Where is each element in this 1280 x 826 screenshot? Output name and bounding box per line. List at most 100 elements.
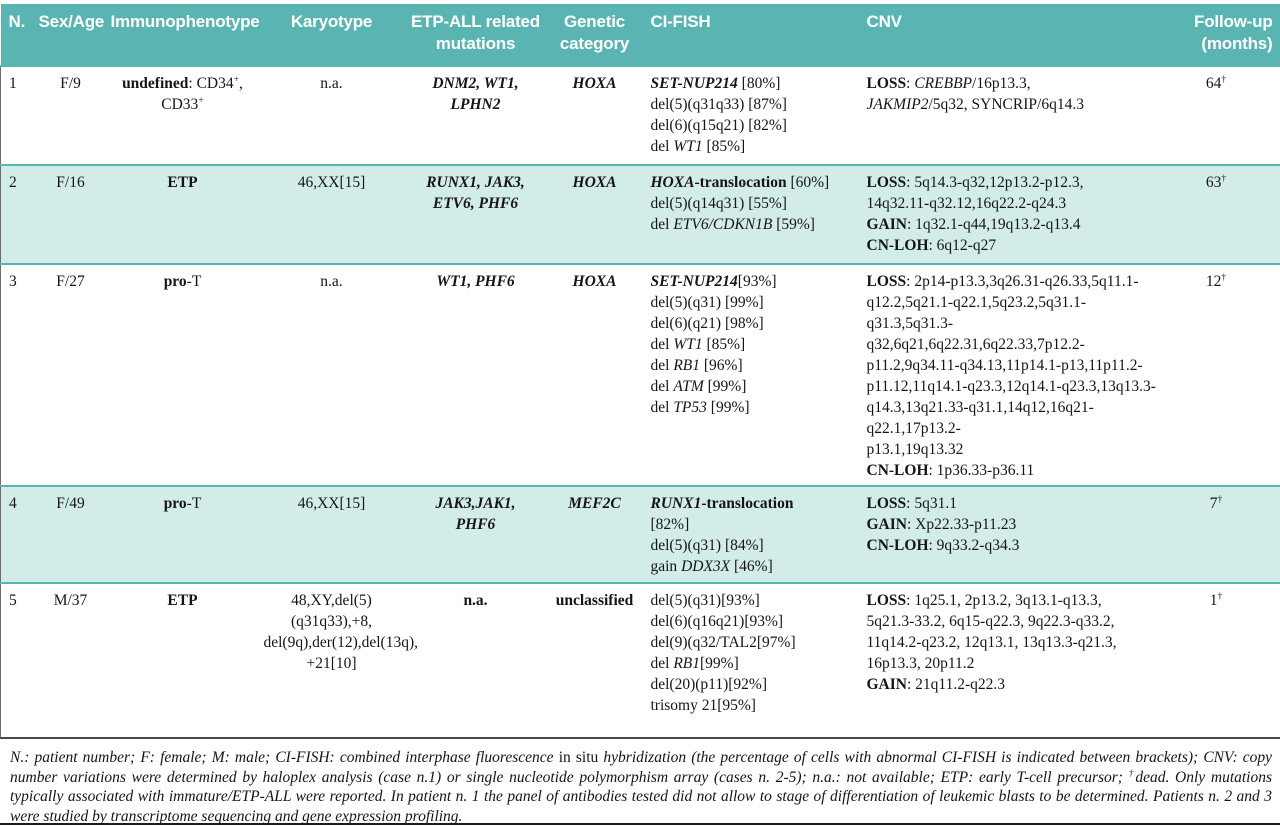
- cell-immunophenotype: undefined: CD34+,CD33+: [107, 66, 259, 165]
- text-line: HOXA: [552, 73, 638, 94]
- text-segment: JAKMIP2: [867, 96, 929, 113]
- text-segment: gain: [651, 558, 682, 575]
- cell-ci-fish: SET-NUP214[93%]del(5)(q31) [99%]del(6)(q…: [643, 264, 859, 486]
- cell-ci-fish: HOXA-translocation [60%]del(5)(q14q31) […: [643, 165, 859, 264]
- text-segment: TP53: [673, 399, 707, 416]
- text-segment: †: [1221, 272, 1226, 283]
- text-line: 1: [9, 73, 30, 94]
- table-header: N. Sex/Age Immunophenotype Karyotype ETP…: [1, 4, 1280, 66]
- cell-genetic-category: MEF2C: [547, 486, 643, 583]
- header-cell-mutations: ETP-ALL related mutations: [405, 4, 547, 66]
- cell-ci-fish: del(5)(q31)[93%]del(6)(q16q21)[93%]del(9…: [643, 583, 859, 737]
- text-segment: 64: [1206, 75, 1222, 92]
- text-segment: del(5)(q31q33) [87%]: [651, 96, 787, 113]
- text-segment: del(20)(p11)[92%]: [651, 676, 768, 693]
- text-line: 1†: [1180, 590, 1253, 611]
- text-segment: del(6)(q15q21) [82%]: [651, 117, 787, 134]
- text-segment: : 5q14.3-q32,12p13.2-p12.3,: [906, 174, 1083, 191]
- text-segment: †: [1217, 591, 1222, 602]
- text-line: ETP: [112, 590, 254, 611]
- text-line: M/37: [40, 590, 102, 611]
- text-segment: [60%]: [787, 174, 830, 191]
- text-segment: pro: [164, 495, 187, 512]
- text-segment: DNM2, WT1,: [432, 75, 518, 92]
- text-line: (q31q33),+8,: [264, 611, 400, 632]
- text-segment: RUNX1: [651, 495, 702, 512]
- cell-n: 2: [1, 165, 35, 264]
- text-line: 5: [9, 590, 30, 611]
- text-segment: : 1q32.1-q44,19q13.2-q13.4: [907, 216, 1081, 233]
- cell-karyotype: n.a.: [259, 264, 405, 486]
- text-line: 16p13.3, 20p11.2: [867, 653, 1168, 674]
- text-line: gain DDX3X [46%]: [651, 556, 852, 577]
- cell-karyotype: 46,XX[15]: [259, 486, 405, 583]
- text-segment: trisomy 21[95%]: [651, 697, 756, 714]
- text-line: del WT1 [85%]: [651, 136, 852, 157]
- text-segment: JAK3,JAK1,: [435, 495, 515, 512]
- header-cell-n: N.: [1, 4, 35, 66]
- cell-mutations: WT1, PHF6: [405, 264, 547, 486]
- text-line: RUNX1, JAK3,: [410, 172, 542, 193]
- text-line: undefined: CD34+,: [112, 73, 254, 94]
- cell-mutations: JAK3,JAK1, PHF6: [405, 486, 547, 583]
- text-segment: WT1, PHF6: [436, 273, 514, 290]
- text-line: pro-T: [112, 271, 254, 292]
- text-segment: CN-LOH: [867, 537, 929, 554]
- text-line: del(5)(q31) [84%]: [651, 535, 852, 556]
- text-segment: /16p13.3,: [972, 75, 1031, 92]
- text-line: del ATM [99%]: [651, 376, 852, 397]
- text-segment: 1: [9, 75, 17, 92]
- text-segment: ETP: [167, 174, 197, 191]
- text-line: del ETV6/CDKN1B [59%]: [651, 214, 852, 235]
- text-segment: GAIN: [867, 516, 907, 533]
- text-segment: [99%]: [707, 399, 750, 416]
- text-line: del TP53 [99%]: [651, 397, 852, 418]
- text-segment: : 5q31.1: [906, 495, 957, 512]
- text-segment: n.a.: [463, 592, 487, 609]
- text-line: 14q32.11-q32.12,16q22.2-q24.3: [867, 193, 1168, 214]
- text-line: PHF6: [410, 514, 542, 535]
- text-segment: +: [198, 95, 203, 106]
- text-line: del(5)(q31) [99%]: [651, 292, 852, 313]
- cell-sex-age: F/16: [35, 165, 107, 264]
- patient-genetics-table: N. Sex/Age Immunophenotype Karyotype ETP…: [0, 4, 1280, 737]
- text-line: LOSS: 2p14-p13.3,3q26.31-q26.33,5q11.1-: [867, 271, 1168, 292]
- text-segment: del: [651, 357, 674, 374]
- text-segment: ,: [239, 75, 243, 92]
- text-line: +21[10]: [264, 653, 400, 674]
- text-segment: [96%]: [700, 357, 743, 374]
- cell-genetic-category: HOXA: [547, 165, 643, 264]
- text-segment: WT1: [673, 138, 702, 155]
- text-segment: N.: patient number; F: female; M: male; …: [10, 749, 559, 766]
- table-row-patient-5: 5 M/37 ETP 48,XY,del(5)(q31q33),+8,del(9…: [1, 583, 1280, 737]
- text-line: 63†: [1180, 172, 1253, 193]
- text-segment: RB1: [673, 357, 700, 374]
- text-segment: LOSS: [867, 495, 907, 512]
- text-segment: F/16: [56, 174, 84, 191]
- text-segment: del(9q),der(12),del(13q),: [264, 634, 419, 651]
- header-cell-genetic-category: Genetic category: [547, 4, 643, 66]
- text-line: del(6)(q15q21) [82%]: [651, 115, 852, 136]
- text-segment: †: [1221, 74, 1226, 85]
- text-line: [82%]: [651, 514, 852, 535]
- text-segment: pro: [164, 273, 187, 290]
- text-line: q31.3,5q31.3-q32,6q21,6q22.31,6q22.33,7p…: [867, 313, 1168, 355]
- cell-sex-age: M/37: [35, 583, 107, 737]
- text-line: RUNX1-translocation: [651, 493, 852, 514]
- text-segment: undefined: [122, 75, 188, 92]
- text-segment: : 6q12-q27: [929, 237, 997, 254]
- cell-genetic-category: HOXA: [547, 66, 643, 165]
- text-segment: del: [651, 336, 674, 353]
- header-cell-karyotype: Karyotype: [259, 4, 405, 66]
- cell-cnv: LOSS: 1q25.1, 2p13.2, 3q13.1-q13.3,5q21.…: [859, 583, 1175, 737]
- text-segment: : 9q33.2-q34.3: [929, 537, 1020, 554]
- text-line: del(6)(q21) [98%]: [651, 313, 852, 334]
- text-line: HOXA-translocation [60%]: [651, 172, 852, 193]
- text-line: ETV6, PHF6: [410, 193, 542, 214]
- text-segment: 4: [9, 495, 17, 512]
- cell-genetic-category: HOXA: [547, 264, 643, 486]
- table-footnote: N.: patient number; F: female; M: male; …: [0, 737, 1280, 823]
- cell-immunophenotype: pro-T: [107, 264, 259, 486]
- cell-ci-fish: SET-NUP214 [80%]del(5)(q31q33) [87%]del(…: [643, 66, 859, 165]
- header-cell-cnv: CNV: [859, 4, 1175, 66]
